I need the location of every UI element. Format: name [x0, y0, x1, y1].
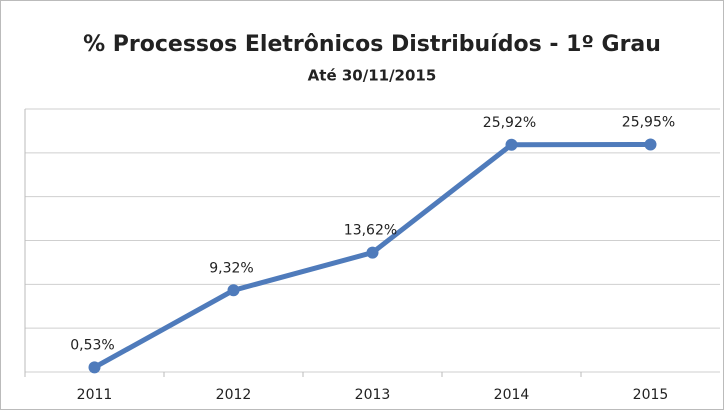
x-tick-label: 2013 [355, 387, 391, 403]
data-point [505, 138, 518, 151]
chart-subtitle: Até 30/11/2015 [308, 67, 437, 85]
data-point [227, 284, 240, 297]
x-tick-label: 2011 [77, 387, 113, 403]
data-label: 25,92% [483, 115, 536, 131]
data-label: 25,95% [622, 115, 675, 131]
data-point [366, 246, 379, 259]
chart-title: % Processos Eletrônicos Distribuídos - 1… [83, 32, 661, 57]
data-label: 13,62% [344, 223, 397, 239]
x-tick-label: 2014 [494, 387, 530, 403]
data-point [88, 361, 101, 374]
data-label: 9,32% [209, 260, 253, 276]
x-tick-label: 2012 [216, 387, 252, 403]
data-label: 0,53% [70, 337, 114, 353]
data-point [644, 138, 657, 151]
x-tick-label: 2015 [633, 387, 669, 403]
